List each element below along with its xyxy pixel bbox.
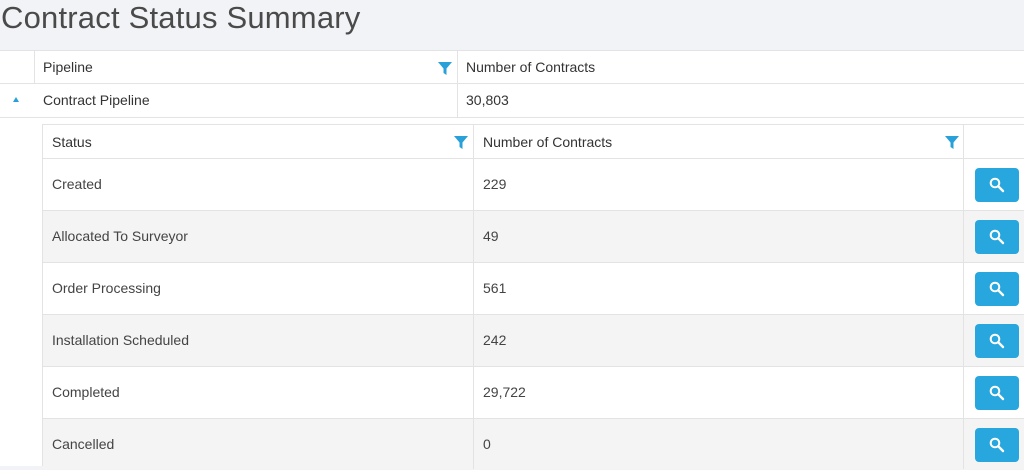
pipeline-row: Contract Pipeline 30,803	[0, 84, 1024, 118]
contract-count: 242	[483, 332, 507, 348]
table-row: Created 229	[43, 159, 1024, 211]
collapse-toggle-icon[interactable]	[13, 97, 19, 102]
filter-icon[interactable]	[438, 62, 452, 76]
view-details-button[interactable]	[975, 220, 1019, 254]
view-details-button[interactable]	[975, 428, 1019, 462]
contract-count: 229	[483, 176, 507, 192]
status-label: Created	[52, 176, 102, 192]
pipeline-count: 30,803	[466, 92, 509, 108]
search-icon	[989, 385, 1005, 401]
status-label: Order Processing	[52, 280, 161, 296]
column-divider	[473, 419, 474, 469]
table-row: Completed 29,722	[43, 367, 1024, 419]
status-label: Cancelled	[52, 436, 115, 452]
contract-count: 29,722	[483, 384, 526, 400]
column-divider	[457, 84, 458, 117]
status-grid: Status Number of Contracts Created 229	[42, 124, 1024, 469]
search-icon	[989, 281, 1005, 297]
search-icon	[989, 437, 1005, 453]
column-divider	[473, 159, 474, 210]
column-divider	[473, 263, 474, 314]
search-icon	[989, 333, 1005, 349]
search-icon	[989, 177, 1005, 193]
contract-count: 561	[483, 280, 507, 296]
pipeline-name: Contract Pipeline	[43, 92, 150, 108]
column-divider	[473, 315, 474, 366]
column-divider	[473, 367, 474, 418]
column-divider	[457, 51, 458, 84]
filter-icon[interactable]	[454, 136, 468, 150]
column-divider	[963, 315, 964, 366]
column-header-number-of-contracts[interactable]: Number of Contracts	[483, 134, 613, 150]
table-row: Allocated To Surveyor 49	[43, 211, 1024, 263]
view-details-button[interactable]	[975, 168, 1019, 202]
page-title: Contract Status Summary	[1, 0, 361, 35]
view-details-button[interactable]	[975, 376, 1019, 410]
view-details-button[interactable]	[975, 272, 1019, 306]
contract-count: 49	[483, 228, 499, 244]
search-icon	[989, 229, 1005, 245]
column-divider	[34, 51, 35, 84]
column-divider	[963, 263, 964, 314]
column-header-status[interactable]: Status	[52, 134, 92, 150]
pipeline-grid: Pipeline Number of Contracts Contract Pi…	[0, 50, 1024, 469]
contract-count: 0	[483, 436, 491, 452]
pipeline-grid-header: Pipeline Number of Contracts	[0, 50, 1024, 84]
column-divider	[963, 125, 964, 158]
status-label: Completed	[52, 384, 120, 400]
status-label: Allocated To Surveyor	[52, 228, 188, 244]
column-divider	[963, 159, 964, 210]
table-row: Installation Scheduled 242	[43, 315, 1024, 367]
table-row: Order Processing 561	[43, 263, 1024, 315]
filter-icon[interactable]	[945, 136, 959, 150]
column-header-number-of-contracts[interactable]: Number of Contracts	[466, 59, 596, 75]
column-divider	[963, 419, 964, 469]
column-header-pipeline[interactable]: Pipeline	[43, 59, 93, 75]
column-divider	[963, 211, 964, 262]
column-divider	[963, 367, 964, 418]
column-divider	[473, 125, 474, 158]
column-divider	[473, 211, 474, 262]
status-grid-header: Status Number of Contracts	[43, 125, 1024, 159]
status-label: Installation Scheduled	[52, 332, 189, 348]
table-row: Cancelled 0	[43, 419, 1024, 469]
view-details-button[interactable]	[975, 324, 1019, 358]
